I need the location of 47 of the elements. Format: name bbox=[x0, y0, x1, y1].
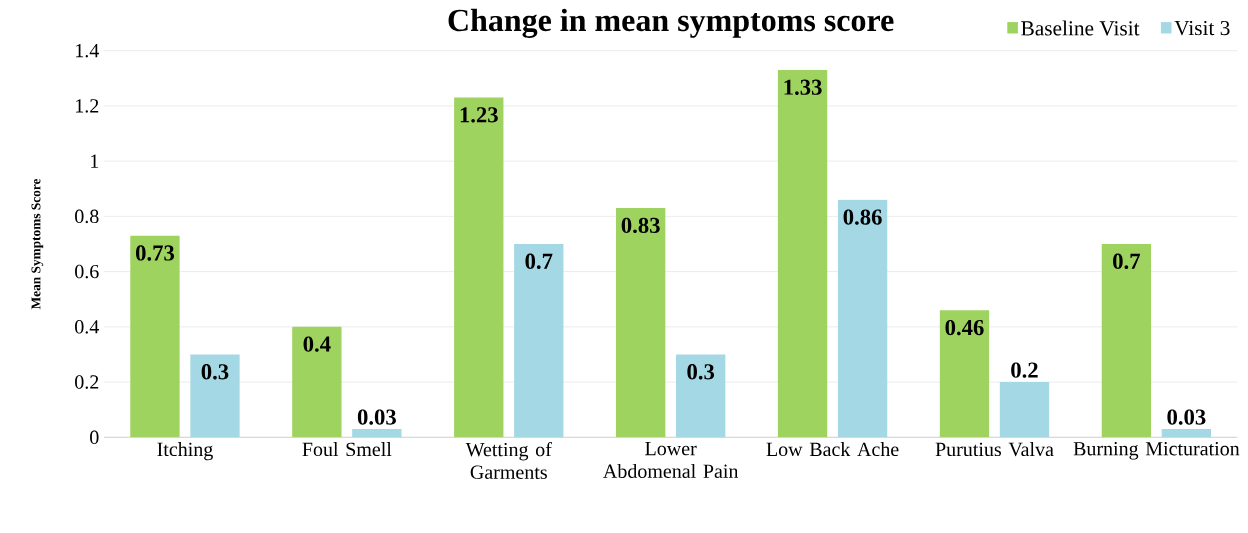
legend-label: Visit 3 bbox=[1174, 20, 1230, 36]
bar bbox=[454, 97, 504, 438]
y-tick-label: 0.2 bbox=[75, 375, 99, 389]
data-label: 0.03 bbox=[1167, 409, 1206, 425]
bar bbox=[1161, 428, 1212, 438]
x-tick-label: Itching bbox=[157, 441, 213, 461]
bar bbox=[130, 235, 180, 438]
data-label: 0.4 bbox=[303, 336, 331, 352]
y-tick-label: 1 bbox=[91, 154, 99, 168]
data-label: 0.7 bbox=[1113, 253, 1140, 269]
y-tick-label: 0 bbox=[90, 430, 99, 444]
bar bbox=[939, 310, 990, 438]
y-tick-label: 1.4 bbox=[76, 43, 99, 58]
bar bbox=[190, 354, 240, 438]
bar bbox=[514, 243, 564, 438]
y-tick-label: 1.2 bbox=[76, 98, 99, 113]
data-label: 1.23 bbox=[460, 107, 498, 123]
data-label: 0.3 bbox=[201, 363, 229, 380]
data-label: 1.33 bbox=[784, 79, 822, 95]
legend-label: Baseline Visit bbox=[1021, 20, 1140, 36]
bar bbox=[676, 354, 726, 438]
data-label: 0.73 bbox=[135, 245, 175, 261]
x-tick-label: Wetting of Garments bbox=[465, 441, 552, 479]
x-tick-label: Burning Micturation bbox=[1073, 441, 1240, 460]
y-axis-title: Mean Symptoms Score bbox=[31, 178, 44, 310]
chart-title: Change in mean symptoms score bbox=[448, 8, 894, 38]
bar bbox=[837, 199, 888, 438]
bar bbox=[1101, 243, 1152, 438]
x-tick-label: Purutius Valva bbox=[935, 441, 1054, 457]
x-tick-label: Foul Smell bbox=[302, 441, 392, 456]
data-label: 0.7 bbox=[525, 253, 553, 269]
bar bbox=[616, 207, 666, 438]
data-label: 0.3 bbox=[687, 363, 715, 380]
y-tick-label: 0.6 bbox=[75, 264, 99, 279]
data-label: 0.2 bbox=[1011, 362, 1038, 378]
data-label: 0.46 bbox=[945, 319, 984, 336]
data-label: 0.03 bbox=[357, 409, 396, 425]
y-tick-label: 0.4 bbox=[75, 319, 99, 334]
bar bbox=[777, 69, 828, 438]
bar bbox=[352, 428, 402, 438]
x-tick-label: Low Back Ache bbox=[766, 441, 899, 456]
x-tick-label: Lower Abdomenal Pain bbox=[603, 441, 739, 478]
bar bbox=[292, 326, 342, 438]
data-label: 0.83 bbox=[621, 217, 660, 233]
bar bbox=[999, 381, 1050, 438]
y-tick-label: 0.8 bbox=[75, 209, 99, 224]
data-label: 0.86 bbox=[843, 209, 882, 225]
